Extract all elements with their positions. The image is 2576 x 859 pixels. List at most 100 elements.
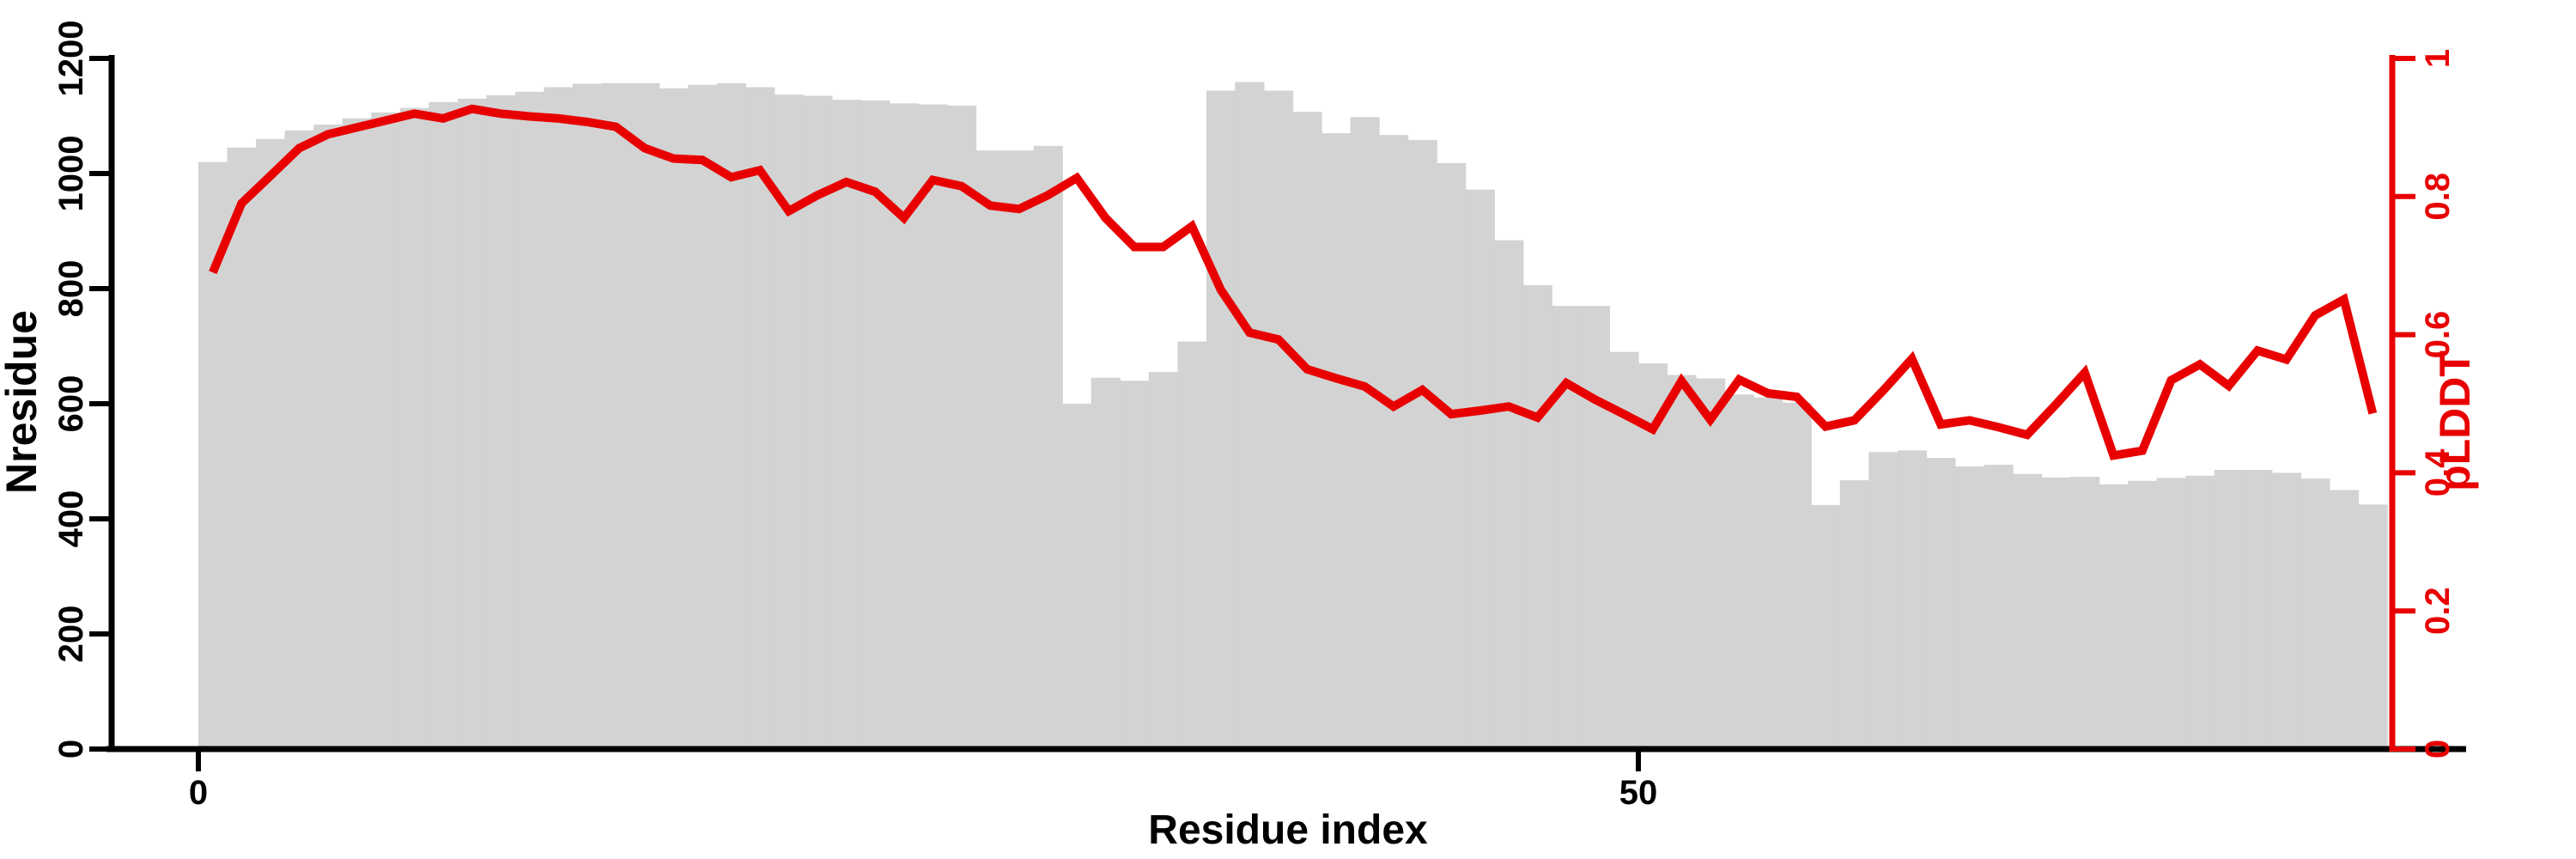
nresidue-bar xyxy=(1062,404,1092,751)
nresidue-bar xyxy=(1437,162,1467,751)
left-axis: 0 200 400 600 800 1000 1200 Nresidue xyxy=(0,21,115,758)
nresidue-bar xyxy=(1954,466,1985,751)
nresidue-bar xyxy=(342,118,372,751)
nresidue-bar xyxy=(2243,470,2273,751)
nresidue-bar xyxy=(1033,145,1063,752)
y2-tick-label: 1 xyxy=(2419,49,2457,68)
nresidue-bar xyxy=(601,82,631,752)
nresidue-bar xyxy=(1091,377,1121,751)
nresidue-bar xyxy=(831,100,862,751)
nresidue-bar xyxy=(1350,117,1380,752)
plddt-line-group xyxy=(209,104,2378,460)
nresidue-bar xyxy=(1667,375,1697,751)
nresidue-bar xyxy=(1984,465,2014,751)
x-axis-ticks: 0 50 xyxy=(189,749,1657,812)
nresidue-bar xyxy=(2330,490,2360,751)
nresidue-bar xyxy=(2128,480,2158,751)
nresidue-bar xyxy=(2041,477,2071,751)
x-tick-label: 50 xyxy=(1619,774,1658,812)
nresidue-bar xyxy=(1580,306,1611,752)
nresidue-bar xyxy=(1321,133,1352,752)
nresidue-bar xyxy=(1292,112,1322,752)
nresidue-bar xyxy=(2013,473,2043,751)
y-tick-label: 800 xyxy=(52,260,90,318)
y2-tick-label: 0.4 xyxy=(2419,448,2457,497)
nresidue-bar xyxy=(2099,484,2129,751)
bars-group xyxy=(198,82,2388,752)
y2-tick-label: 0.8 xyxy=(2419,173,2457,221)
nresidue-bar xyxy=(1005,150,1035,751)
nresidue-bar xyxy=(1264,90,1294,751)
x-axis-title: Residue index xyxy=(1148,807,1428,853)
y2-tick-label: 0 xyxy=(2419,740,2457,758)
y-tick-label: 0 xyxy=(52,740,90,758)
nresidue-bar xyxy=(2214,470,2244,751)
y-tick-label: 400 xyxy=(52,490,90,548)
nresidue-bar xyxy=(716,82,746,752)
y2-axis-title: pLDDT xyxy=(2431,350,2479,491)
nresidue-bar xyxy=(1522,285,1552,751)
y2-tick-label: 0.2 xyxy=(2419,587,2457,635)
nresidue-bar xyxy=(688,84,718,752)
nresidue-bar xyxy=(256,138,286,752)
nresidue-bar xyxy=(630,82,660,752)
nresidue-bar xyxy=(659,88,689,752)
nresidue-bar xyxy=(1811,504,1841,751)
nresidue-bar xyxy=(2156,478,2186,751)
nresidue-bar xyxy=(313,125,343,751)
plddt-line xyxy=(209,104,2378,460)
x-tick-label: 0 xyxy=(189,774,208,812)
nresidue-bar xyxy=(1897,450,1928,751)
right-axis-ticks: 0 0.2 0.4 0.6 0.8 1 xyxy=(2392,49,2457,758)
nresidue-bar xyxy=(544,87,574,751)
nresidue-bar xyxy=(1120,381,1150,751)
nresidue-bar xyxy=(1782,402,1812,751)
nresidue-bar xyxy=(2300,478,2330,751)
nresidue-bar xyxy=(1407,140,1437,752)
nresidue-bar xyxy=(918,104,948,752)
nresidue-bar xyxy=(1839,480,1869,751)
nresidue-bar xyxy=(1868,452,1899,751)
nresidue-bar xyxy=(1753,397,1783,751)
y-tick-label: 200 xyxy=(52,606,90,663)
nresidue-bar xyxy=(1926,458,1956,751)
y-axis-title: Nresidue xyxy=(0,310,46,494)
nresidue-bar xyxy=(284,130,314,752)
nresidue-bar xyxy=(947,105,977,751)
nresidue-bar xyxy=(2358,504,2388,752)
nresidue-bar xyxy=(975,150,1005,751)
nresidue-bar xyxy=(1724,394,1754,751)
nresidue-bar xyxy=(457,98,488,751)
nresidue-bar xyxy=(1206,90,1236,751)
nresidue-bar xyxy=(1465,189,1495,752)
nresidue-bar xyxy=(198,161,228,752)
nresidue-bar xyxy=(486,94,516,751)
nresidue-bar xyxy=(428,101,459,751)
y-tick-label: 1200 xyxy=(52,21,90,97)
nresidue-bar xyxy=(371,113,401,751)
nresidue-bar xyxy=(1696,378,1726,751)
nresidue-bar xyxy=(2271,472,2302,751)
nresidue-bar xyxy=(1148,372,1178,751)
nresidue-bar xyxy=(860,100,890,751)
right-axis: 0 0.2 0.4 0.6 0.8 1 pLDDT xyxy=(2389,49,2479,758)
left-axis-ticks: 0 200 400 600 800 1000 1200 xyxy=(52,21,112,758)
nresidue-bar xyxy=(1235,82,1265,751)
nresidue-bar xyxy=(514,91,545,751)
nresidue-bar xyxy=(745,87,775,751)
nresidue-bar xyxy=(1177,341,1207,751)
nresidue-bar xyxy=(1379,135,1409,752)
nresidue-bar xyxy=(227,147,257,752)
bottom-axis: 0 50 Residue index xyxy=(106,746,2466,853)
nresidue-bar xyxy=(573,83,603,751)
y2-tick-label: 0.6 xyxy=(2419,311,2457,359)
nresidue-bar xyxy=(2185,475,2215,752)
nresidue-bar xyxy=(399,107,429,752)
y-tick-label: 600 xyxy=(52,375,90,433)
nresidue-bar xyxy=(2070,477,2100,751)
nresidue-bar xyxy=(1552,306,1582,752)
y-tick-label: 1000 xyxy=(52,136,90,212)
nresidue-bar xyxy=(1494,240,1524,751)
